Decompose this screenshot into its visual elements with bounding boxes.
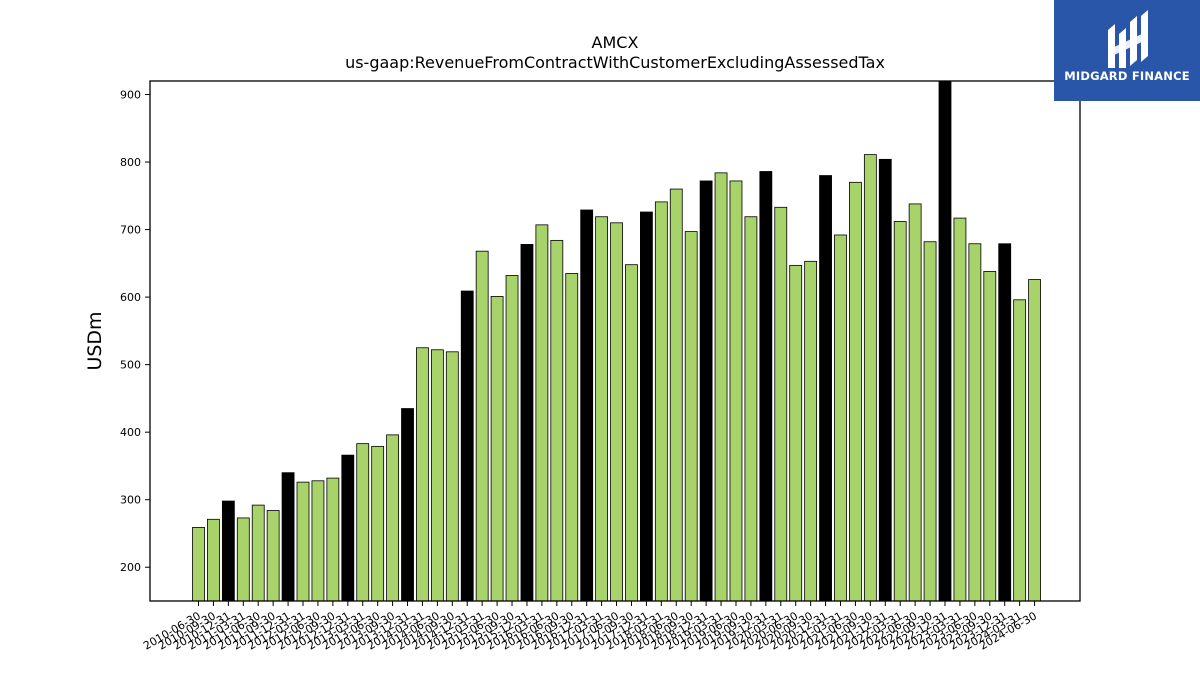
brand-name: MIDGARD FINANCE [1064, 69, 1190, 83]
bar [520, 244, 534, 602]
bar [1028, 279, 1041, 602]
bar [401, 408, 414, 602]
bar [983, 271, 997, 602]
bar [490, 296, 504, 602]
y-tick-label: 600 [120, 291, 141, 304]
y-tick-label: 200 [120, 561, 141, 574]
bar [968, 243, 982, 602]
bar [893, 221, 907, 602]
bar [878, 158, 892, 602]
bar [311, 480, 325, 602]
bar [819, 175, 832, 602]
bars-group [192, 80, 1041, 602]
bar [296, 481, 310, 602]
y-tick-label: 800 [120, 156, 141, 169]
bar [326, 477, 340, 602]
bar [998, 243, 1012, 602]
bar [207, 518, 220, 602]
y-tick-label: 300 [120, 494, 141, 507]
y-tick-label: 900 [120, 89, 141, 102]
bar [610, 222, 623, 602]
bar [341, 454, 355, 602]
bar [863, 154, 877, 602]
bar [908, 203, 922, 602]
bar [386, 434, 399, 602]
bar [938, 80, 952, 602]
bar [1013, 299, 1027, 602]
bar [625, 264, 638, 602]
bar [371, 445, 385, 602]
bar [804, 260, 818, 602]
bar [759, 171, 773, 602]
bar [356, 443, 370, 602]
bar [669, 188, 683, 602]
bar [445, 351, 459, 602]
bar [565, 273, 579, 602]
bar [684, 231, 698, 602]
bar [595, 216, 609, 602]
bar [744, 216, 758, 602]
bar [714, 172, 728, 602]
bar [550, 239, 564, 602]
bar [505, 275, 519, 602]
y-tick-label: 400 [120, 426, 141, 439]
bar [729, 180, 743, 602]
bar [789, 264, 803, 602]
bar [774, 206, 788, 602]
chart-title: AMCX [592, 33, 639, 52]
x-axis-ticks: 2010-06-302010-09-302010-12-312011-03-31… [141, 601, 1039, 653]
y-tick-label: 500 [120, 359, 141, 372]
bar [475, 250, 489, 602]
bar [953, 217, 967, 602]
brand-logo-mark-icon [1108, 10, 1148, 68]
bar [460, 290, 474, 602]
y-axis-ticks: 200 300 400 500 600 700 800 900 [120, 89, 150, 574]
bar [221, 500, 235, 602]
y-axis-label: USDm [84, 311, 106, 370]
chart-subtitle: us-gaap:RevenueFromContractWithCustomerE… [345, 53, 885, 72]
bar [699, 180, 713, 602]
bar [654, 201, 668, 602]
bar [834, 234, 847, 602]
bar [251, 504, 265, 602]
bar [236, 517, 250, 602]
bar [192, 526, 205, 602]
bar [640, 211, 653, 602]
bar [580, 209, 594, 602]
bar [535, 224, 549, 602]
bar [923, 241, 937, 602]
bar [849, 181, 862, 602]
bar [416, 347, 429, 602]
bar [281, 472, 295, 602]
bar [266, 510, 280, 602]
bar [430, 349, 444, 602]
y-tick-label: 700 [120, 224, 141, 237]
plot-area-frame [149, 80, 1081, 602]
brand-logo: MIDGARD FINANCE [1054, 0, 1200, 101]
